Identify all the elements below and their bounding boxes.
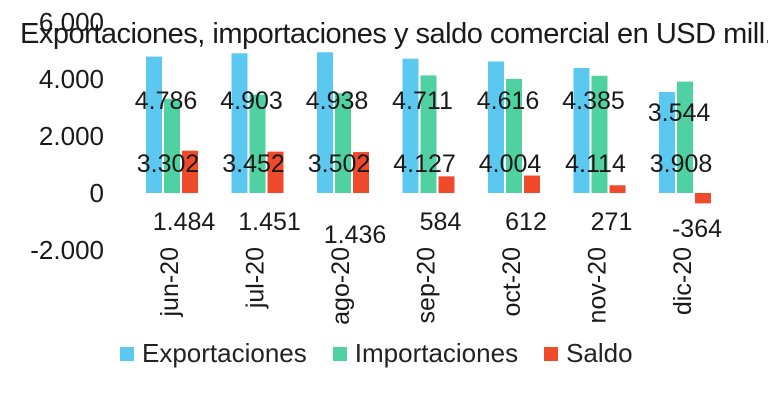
legend-label-exportaciones: Exportaciones xyxy=(142,338,307,368)
data-label-importaciones: 4.004 xyxy=(479,150,542,178)
bar-importaciones-jun-20 xyxy=(164,98,180,193)
data-label-exportaciones: 4.616 xyxy=(477,87,540,115)
bar-exportaciones-oct-20 xyxy=(488,61,504,193)
bar-exportaciones-sep-20 xyxy=(402,58,419,194)
data-label-exportaciones: 4.385 xyxy=(562,87,625,115)
bar-exportaciones-nov-20 xyxy=(573,68,590,193)
y-tick-label: -2.000 xyxy=(30,235,104,265)
data-label-exportaciones: 3.544 xyxy=(648,99,711,127)
x-tick-label-sep-20: sep-20 xyxy=(413,247,441,323)
data-label-saldo: 612 xyxy=(505,208,547,236)
data-label-saldo: 1.451 xyxy=(238,208,301,236)
y-tick-label: 6.000 xyxy=(39,7,104,37)
bar-importaciones-nov-20 xyxy=(591,75,608,193)
legend: Exportaciones Importaciones Saldo xyxy=(120,338,659,369)
data-label-saldo: 271 xyxy=(591,208,633,236)
data-label-exportaciones: 4.903 xyxy=(220,87,283,115)
x-tick-label-jun-20: jun-20 xyxy=(156,247,184,318)
bar-importaciones-oct-20 xyxy=(506,78,522,193)
bar-importaciones-sep-20 xyxy=(420,75,437,193)
x-tick-label-oct-20: oct-20 xyxy=(498,247,526,316)
bar-importaciones-dic-20 xyxy=(677,81,693,193)
x-tick-label-dic-20: dic-20 xyxy=(669,247,697,315)
bar-exportaciones-ago-20 xyxy=(317,52,333,193)
legend-item-saldo: Saldo xyxy=(544,338,633,369)
x-tick-label-jul-20: jul-20 xyxy=(242,247,270,309)
bar-saldo-ago-20 xyxy=(353,152,369,193)
data-label-exportaciones: 4.786 xyxy=(135,87,198,115)
data-label-saldo: 584 xyxy=(420,208,462,236)
data-label-importaciones: 3.908 xyxy=(650,150,713,178)
bar-saldo-sep-20 xyxy=(438,176,455,193)
y-tick-label: 0 xyxy=(90,178,104,208)
bar-saldo-nov-20 xyxy=(609,185,626,193)
legend-label-importaciones: Importaciones xyxy=(354,338,519,368)
chart-title: Exportaciones, importaciones y saldo com… xyxy=(20,18,768,50)
y-tick-label: 2.000 xyxy=(39,121,104,151)
data-label-importaciones: 4.114 xyxy=(565,150,626,178)
data-label-importaciones: 4.127 xyxy=(393,150,456,178)
legend-swatch-saldo xyxy=(544,346,559,361)
x-tick-label-ago-20: ago-20 xyxy=(327,247,355,325)
legend-swatch-exportaciones xyxy=(120,346,134,361)
data-label-exportaciones: 4.938 xyxy=(306,87,369,115)
bar-importaciones-ago-20 xyxy=(335,93,351,193)
data-label-importaciones: 3.502 xyxy=(308,150,371,178)
y-tick-label: 4.000 xyxy=(39,64,104,94)
legend-swatch-importaciones xyxy=(332,346,347,361)
bar-saldo-jun-20 xyxy=(182,150,198,193)
data-label-importaciones: 3.452 xyxy=(222,150,285,178)
bar-saldo-dic-20 xyxy=(695,193,711,204)
data-label-saldo: -364 xyxy=(672,215,722,243)
x-tick-label-nov-20: nov-20 xyxy=(584,247,612,323)
data-label-saldo: 1.436 xyxy=(324,221,387,249)
data-label-importaciones: 3.302 xyxy=(137,150,200,178)
bar-exportaciones-jun-20 xyxy=(146,56,162,193)
legend-item-exportaciones: Exportaciones xyxy=(120,338,307,369)
bar-exportaciones-dic-20 xyxy=(659,91,675,193)
data-label-exportaciones: 4.711 xyxy=(392,87,453,115)
bar-saldo-jul-20 xyxy=(267,151,284,193)
bar-importaciones-jul-20 xyxy=(249,94,266,193)
legend-item-importaciones: Importaciones xyxy=(332,338,519,369)
bar-saldo-oct-20 xyxy=(524,175,540,193)
data-label-saldo: 1.484 xyxy=(153,208,216,236)
legend-label-saldo: Saldo xyxy=(566,338,633,368)
bar-exportaciones-jul-20 xyxy=(231,53,248,194)
